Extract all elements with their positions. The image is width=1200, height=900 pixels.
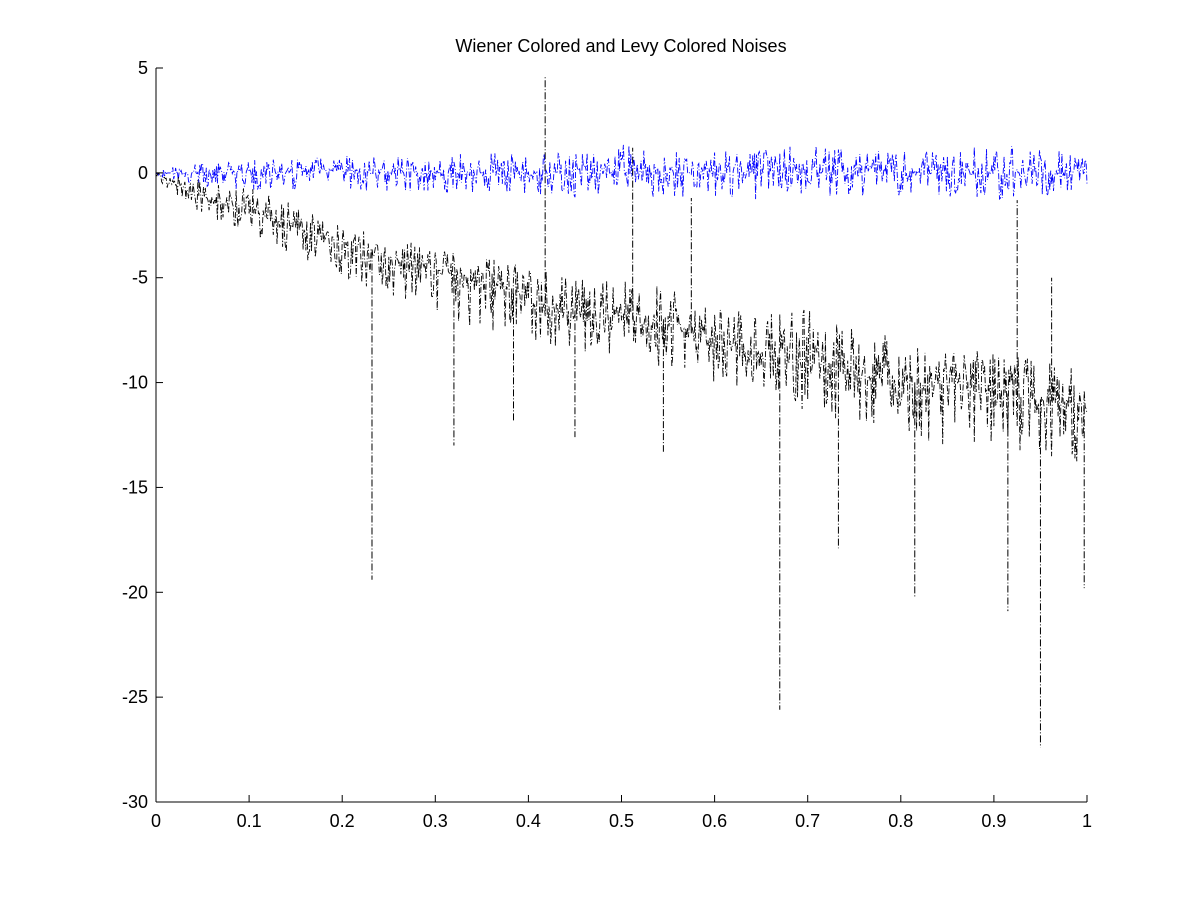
x-tick-label: 0.1 (237, 811, 262, 831)
y-tick-label: 0 (138, 163, 148, 183)
x-tick-label: 0 (151, 811, 161, 831)
series-line (155, 172, 1088, 462)
x-tick-label: 0.4 (516, 811, 541, 831)
x-tick-label: 0.8 (888, 811, 913, 831)
axes-layer: 0 0.1 0.2 0.3 0.4 0.5 0.6 0.7 0.8 0.9 1 5 0 -5 -10 -15 -… (122, 58, 1092, 831)
y-tick-label: 5 (138, 58, 148, 78)
series-0-noise (155, 144, 1088, 200)
x-tick-label: 0.2 (330, 811, 355, 831)
series-layer (155, 76, 1088, 748)
y-tick-label: -5 (132, 268, 148, 288)
x-tick-label: 0.9 (981, 811, 1006, 831)
y-tick-label: -15 (122, 477, 148, 497)
x-tick-label: 0.6 (702, 811, 727, 831)
x-tick-label: 0.7 (795, 811, 820, 831)
x-tick-label: 0.3 (423, 811, 448, 831)
y-tick-label: -20 (122, 582, 148, 602)
plot-area: 0 0.1 0.2 0.3 0.4 0.5 0.6 0.7 0.8 0.9 1 5 0 -5 -10 -15 -… (122, 58, 1092, 831)
y-tick-label: -25 (122, 687, 148, 707)
x-tick-label: 0.5 (609, 811, 634, 831)
y-tick-label: -30 (122, 792, 148, 812)
series-1-noise (155, 76, 1088, 748)
y-tick-label: -10 (122, 373, 148, 393)
x-tick-label: 1 (1082, 811, 1092, 831)
chart-title: Wiener Colored and Levy Colored Noises (455, 36, 786, 56)
series-line (155, 144, 1088, 200)
